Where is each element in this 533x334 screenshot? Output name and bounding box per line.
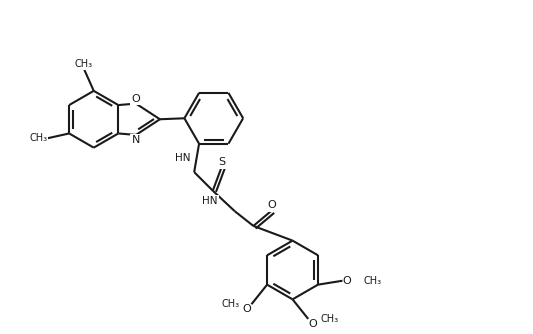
Text: O: O [132, 94, 140, 104]
Text: CH₃: CH₃ [29, 133, 47, 143]
Text: O: O [243, 304, 252, 314]
Text: CH₃: CH₃ [363, 276, 381, 286]
Text: O: O [268, 200, 277, 210]
Text: CH₃: CH₃ [221, 299, 239, 309]
Text: CH₃: CH₃ [75, 59, 93, 69]
Text: S: S [218, 157, 225, 167]
Text: O: O [308, 319, 317, 329]
Text: N: N [132, 135, 140, 145]
Text: HN: HN [203, 196, 218, 206]
Text: CH₃: CH₃ [320, 314, 338, 324]
Text: HN: HN [175, 153, 191, 163]
Text: O: O [343, 276, 351, 286]
